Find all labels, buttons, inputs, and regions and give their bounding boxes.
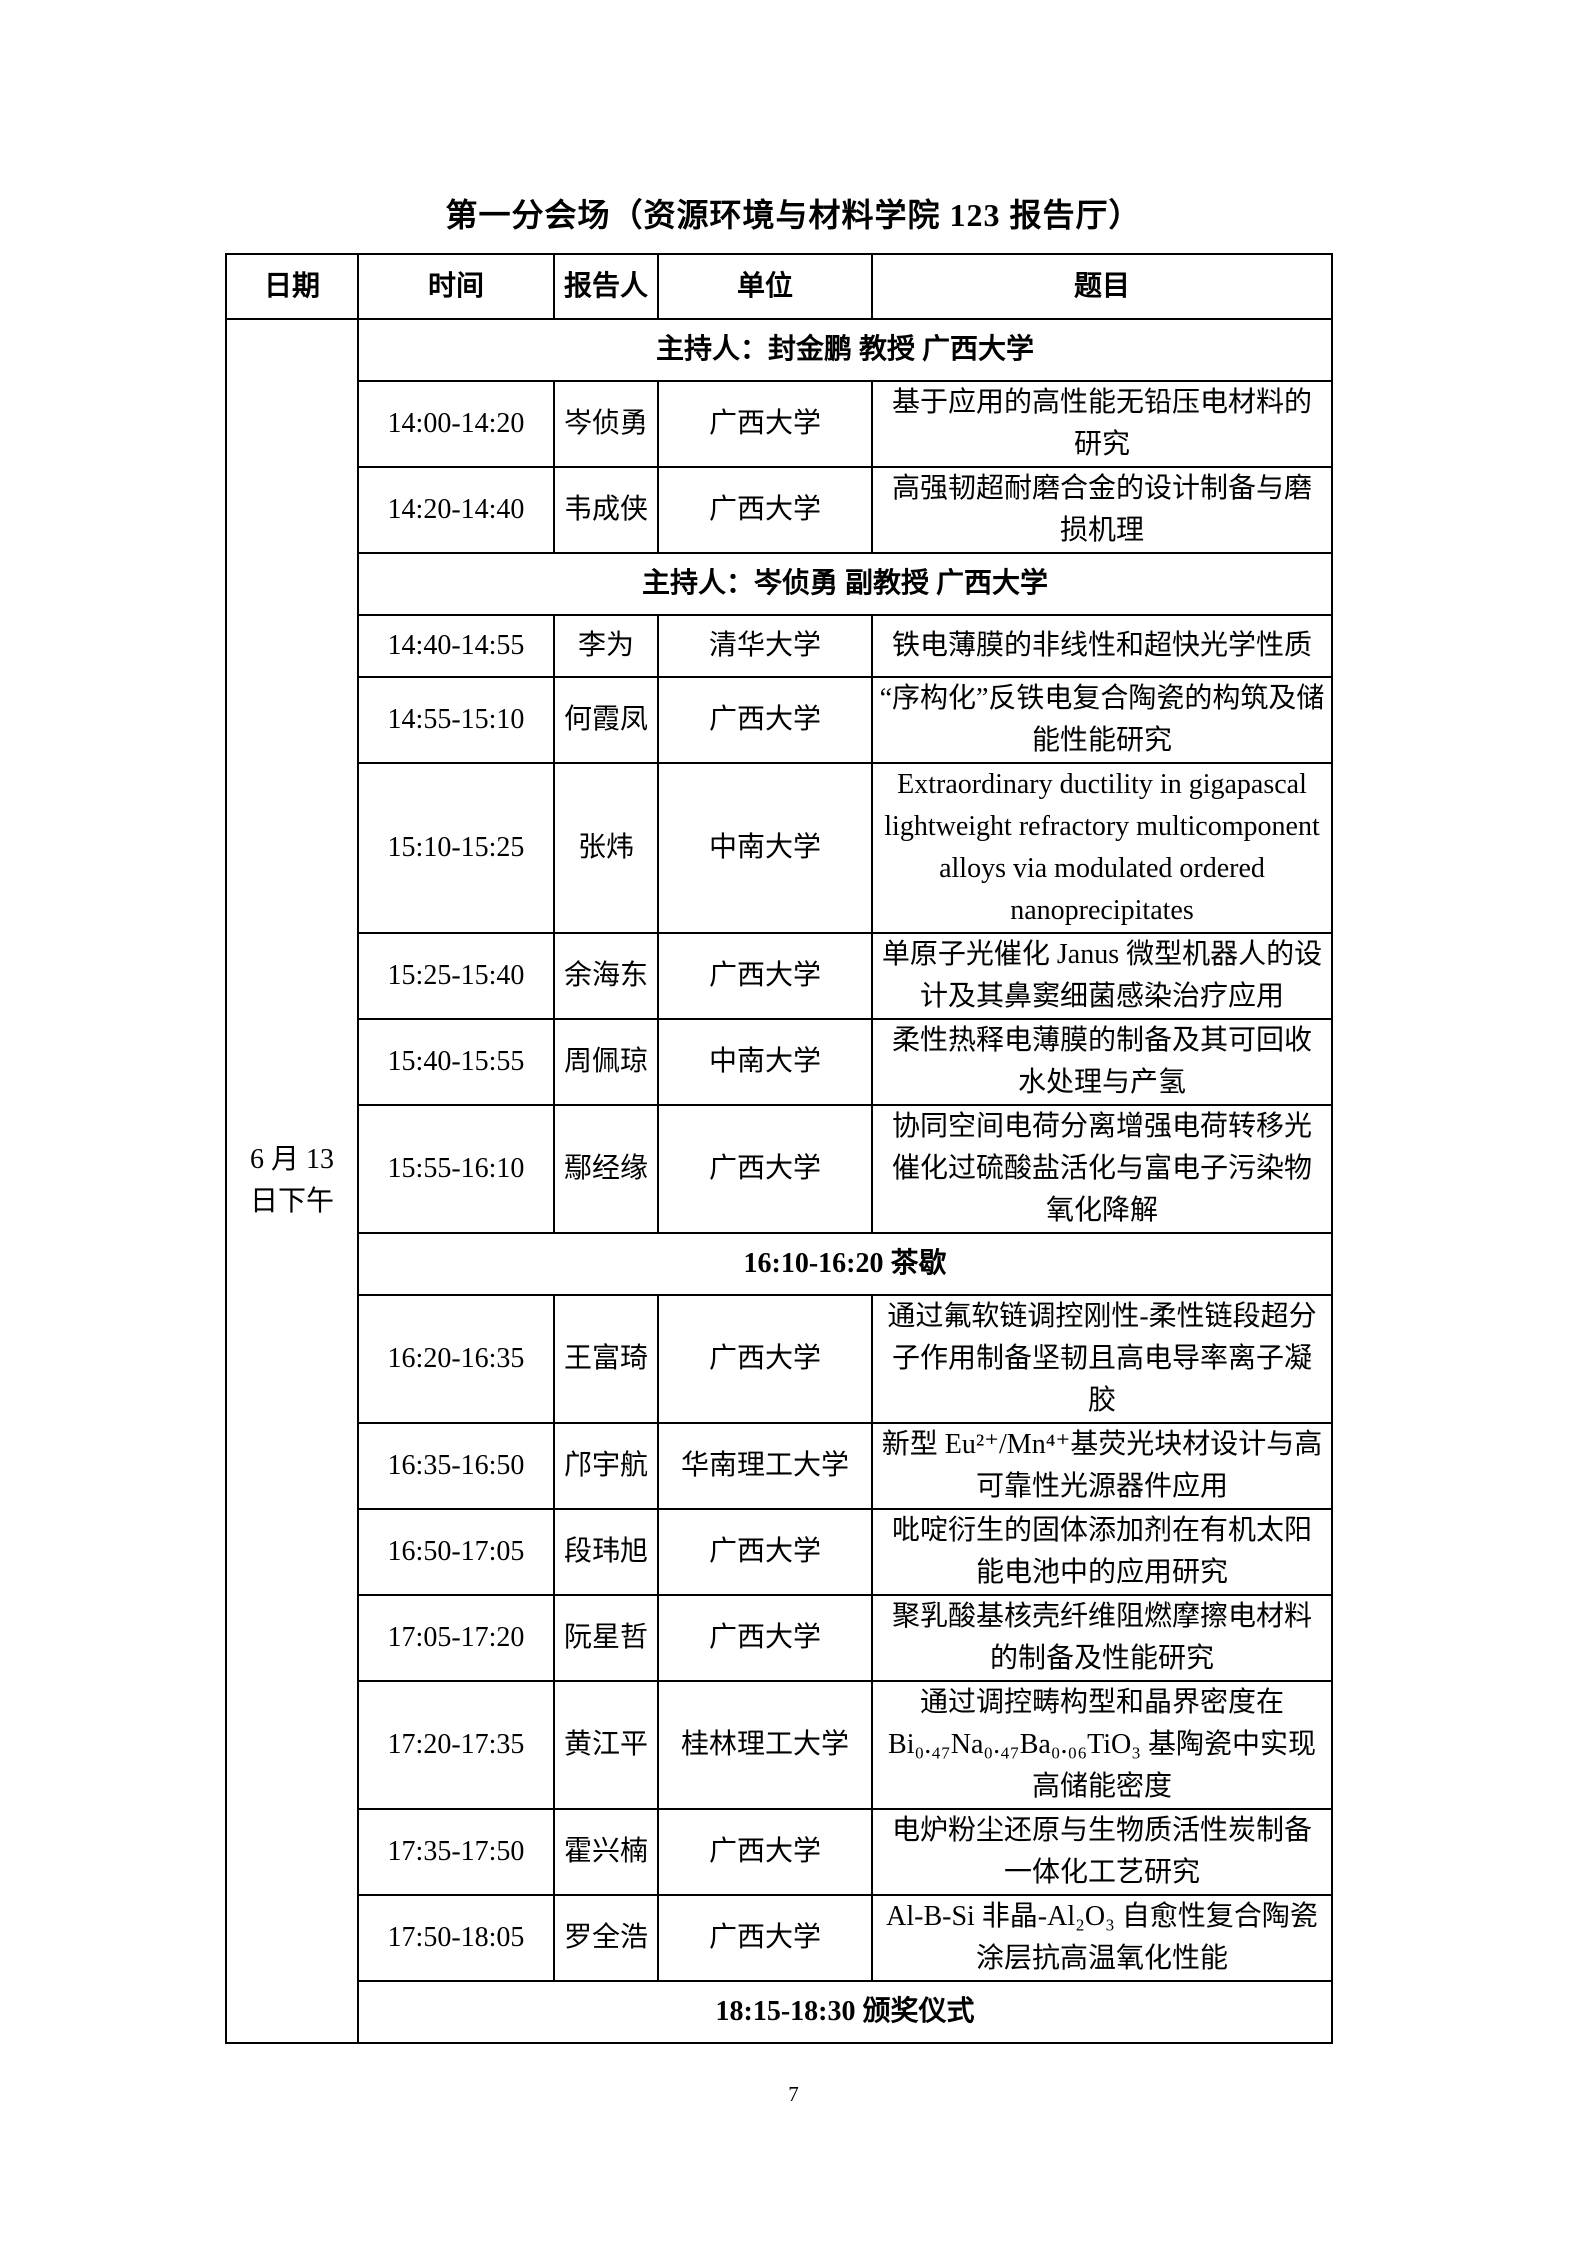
cell-affiliation: 广西大学 [657, 1808, 873, 1896]
moderator-cell: 主持人：岑侦勇 副教授 广西大学 [357, 552, 1333, 616]
table-row: 15:55-16:10 鄢经缘 广西大学 协同空间电荷分离增强电荷转移光催化过硫酸盐活… [226, 1104, 1333, 1234]
cell-title: 高强韧超耐磨合金的设计制备与磨损机理 [871, 466, 1333, 554]
cell-title: 新型 Eu²⁺/Mn⁴⁺基荧光块材设计与高可靠性光源器件应用 [871, 1422, 1333, 1510]
table-row: 主持人：岑侦勇 副教授 广西大学 [226, 552, 1333, 616]
cell-time: 17:05-17:20 [357, 1594, 555, 1682]
cell-affiliation: 华南理工大学 [657, 1422, 873, 1510]
table-header: 日期 时间 报告人 单位 题目 [225, 253, 1333, 320]
cell-title: 通过调控畴构型和晶界密度在 Bi₀.₄₇Na₀.₄₇Ba₀.₀₆TiO₃ 基陶瓷… [871, 1680, 1333, 1810]
table-row: 6 月 13 日下午 主持人：封金鹏 教授 广西大学 [225, 318, 1333, 2044]
cell-speaker: 张炜 [553, 762, 659, 934]
cell-speaker: 罗全浩 [553, 1894, 659, 1982]
cell-title: 协同空间电荷分离增强电荷转移光催化过硫酸盐活化与富电子污染物氧化降解 [871, 1104, 1333, 1234]
cell-time: 17:50-18:05 [357, 1894, 555, 1982]
cell-title: 铁电薄膜的非线性和超快光学性质 [871, 614, 1333, 678]
cell-time: 17:20-17:35 [357, 1680, 555, 1810]
cell-speaker: 霍兴楠 [553, 1808, 659, 1896]
table-row: 16:50-17:05 段玮旭 广西大学 吡啶衍生的固体添加剂在有机太阳能电池中的应用… [226, 1508, 1333, 1596]
cell-title: 单原子光催化 Janus 微型机器人的设计及其鼻窦细菌感染治疗应用 [871, 932, 1333, 1020]
cell-speaker: 黄江平 [553, 1680, 659, 1810]
cell-speaker: 岑侦勇 [553, 380, 659, 468]
cell-affiliation: 广西大学 [657, 1594, 873, 1682]
cell-title: 通过氟软链调控刚性-柔性链段超分子作用制备坚韧且高电导率离子凝胶 [871, 1294, 1333, 1424]
cell-affiliation: 桂林理工大学 [657, 1680, 873, 1810]
cell-speaker: 邝宇航 [553, 1422, 659, 1510]
date-line: 日下午 [249, 1186, 334, 1217]
cell-time: 16:20-16:35 [357, 1294, 555, 1424]
cell-speaker: 余海东 [553, 932, 659, 1020]
cell-time: 14:40-14:55 [357, 614, 555, 678]
moderator-cell: 主持人：封金鹏 教授 广西大学 [357, 318, 1333, 382]
table-row: 14:00-14:20 岑侦勇 广西大学 基于应用的高性能无铅压电材料的研究 [226, 380, 1333, 468]
table-row: 18:15-18:30 颁奖仪式 [226, 1980, 1333, 2044]
table-row: 17:35-17:50 霍兴楠 广西大学 电炉粉尘还原与生物质活性炭制备一体化工艺研究 [226, 1808, 1333, 1896]
cell-time: 15:55-16:10 [357, 1104, 555, 1234]
cell-title: Extraordinary ductility in gigapascal li… [871, 762, 1333, 934]
cell-time: 14:00-14:20 [357, 380, 555, 468]
table-row: 15:10-15:25 张炜 中南大学 Extraordinary ductility… [226, 762, 1333, 934]
table-row: 15:25-15:40 余海东 广西大学 单原子光催化 Janus 微型机器人的设计及… [226, 932, 1333, 1020]
table-row: 15:40-15:55 周佩琼 中南大学 柔性热释电薄膜的制备及其可回收水处理与产氢 [226, 1018, 1333, 1106]
table-row: 14:40-14:55 李为 清华大学 铁电薄膜的非线性和超快光学性质 [226, 614, 1333, 678]
header-affiliation: 单位 [657, 253, 873, 320]
table-row: 14:55-15:10 何霞凤 广西大学 “序构化”反铁电复合陶瓷的构筑及储能性能研究 [226, 676, 1333, 764]
header-time: 时间 [357, 253, 555, 320]
cell-time: 15:40-15:55 [357, 1018, 555, 1106]
header-date: 日期 [225, 253, 359, 320]
table-row: 17:20-17:35 黄江平 桂林理工大学 通过调控畴构型和晶界密度在 Bi₀.₄₇… [226, 1680, 1333, 1810]
cell-affiliation: 中南大学 [657, 762, 873, 934]
cell-title: 基于应用的高性能无铅压电材料的研究 [871, 380, 1333, 468]
cell-title: 柔性热释电薄膜的制备及其可回收水处理与产氢 [871, 1018, 1333, 1106]
cell-speaker: 何霞凤 [553, 676, 659, 764]
cell-title: 吡啶衍生的固体添加剂在有机太阳能电池中的应用研究 [871, 1508, 1333, 1596]
schedule-table-body: 6 月 13 日下午 主持人：封金鹏 教授 广西大学 14:00-14:20 岑侦勇 广西… [225, 318, 1333, 2044]
cell-time: 15:25-15:40 [357, 932, 555, 1020]
cell-speaker: 周佩琼 [553, 1018, 659, 1106]
table-row: 16:20-16:35 王富琦 广西大学 通过氟软链调控刚性-柔性链段超分子作用制备坚… [226, 1294, 1333, 1424]
table-row: 17:05-17:20 阮星哲 广西大学 聚乳酸基核壳纤维阻燃摩擦电材料的制备及性能研… [226, 1594, 1333, 1682]
table-row: 16:10-16:20 茶歇 [226, 1232, 1333, 1296]
cell-speaker: 段玮旭 [553, 1508, 659, 1596]
cell-affiliation: 广西大学 [657, 1294, 873, 1424]
cell-time: 14:55-15:10 [357, 676, 555, 764]
cell-affiliation: 广西大学 [657, 932, 873, 1020]
tea-break-cell: 16:10-16:20 茶歇 [357, 1232, 1333, 1296]
header-speaker: 报告人 [553, 253, 659, 320]
cell-title: 电炉粉尘还原与生物质活性炭制备一体化工艺研究 [871, 1808, 1333, 1896]
cell-time: 16:35-16:50 [357, 1422, 555, 1510]
cell-time: 15:10-15:25 [357, 762, 555, 934]
cell-time: 14:20-14:40 [357, 466, 555, 554]
cell-affiliation: 广西大学 [657, 1104, 873, 1234]
header-row: 日期 时间 报告人 单位 题目 [225, 253, 1333, 320]
cell-title: 聚乳酸基核壳纤维阻燃摩擦电材料的制备及性能研究 [871, 1594, 1333, 1682]
cell-speaker: 李为 [553, 614, 659, 678]
cell-speaker: 王富琦 [553, 1294, 659, 1424]
table-row: 17:50-18:05 罗全浩 广西大学 Al-B-Si 非晶-Al₂O₃ 自愈性复合… [226, 1894, 1333, 1982]
cell-title: “序构化”反铁电复合陶瓷的构筑及储能性能研究 [871, 676, 1333, 764]
cell-affiliation: 清华大学 [657, 614, 873, 678]
cell-affiliation: 中南大学 [657, 1018, 873, 1106]
cell-speaker: 韦成侠 [553, 466, 659, 554]
table-row: 14:20-14:40 韦成侠 广西大学 高强韧超耐磨合金的设计制备与磨损机理 [226, 466, 1333, 554]
ceremony-cell: 18:15-18:30 颁奖仪式 [357, 1980, 1333, 2044]
date-line: 6 月 13 [249, 1144, 334, 1175]
cell-affiliation: 广西大学 [657, 1894, 873, 1982]
cell-affiliation: 广西大学 [657, 466, 873, 554]
table-row: 16:35-16:50 邝宇航 华南理工大学 新型 Eu²⁺/Mn⁴⁺基荧光块材设计与… [226, 1422, 1333, 1510]
cell-time: 16:50-17:05 [357, 1508, 555, 1596]
cell-title: Al-B-Si 非晶-Al₂O₃ 自愈性复合陶瓷涂层抗高温氧化性能 [871, 1894, 1333, 1982]
cell-time: 17:35-17:50 [357, 1808, 555, 1896]
cell-speaker: 鄢经缘 [553, 1104, 659, 1234]
page-number: 7 [788, 2082, 799, 2106]
cell-affiliation: 广西大学 [657, 380, 873, 468]
schedule-table: 日期 时间 报告人 单位 题目 6 月 13 日下午 主持人：封金鹏 教授 广西大学… [225, 253, 1333, 2044]
page-title: 第一分会场（资源环境与材料学院 123 报告厅） [445, 197, 1142, 233]
cell-affiliation: 广西大学 [657, 1508, 873, 1596]
header-topic: 题目 [871, 253, 1333, 320]
cell-speaker: 阮星哲 [553, 1594, 659, 1682]
cell-affiliation: 广西大学 [657, 676, 873, 764]
date-cell: 6 月 13 日下午 [225, 318, 359, 2044]
